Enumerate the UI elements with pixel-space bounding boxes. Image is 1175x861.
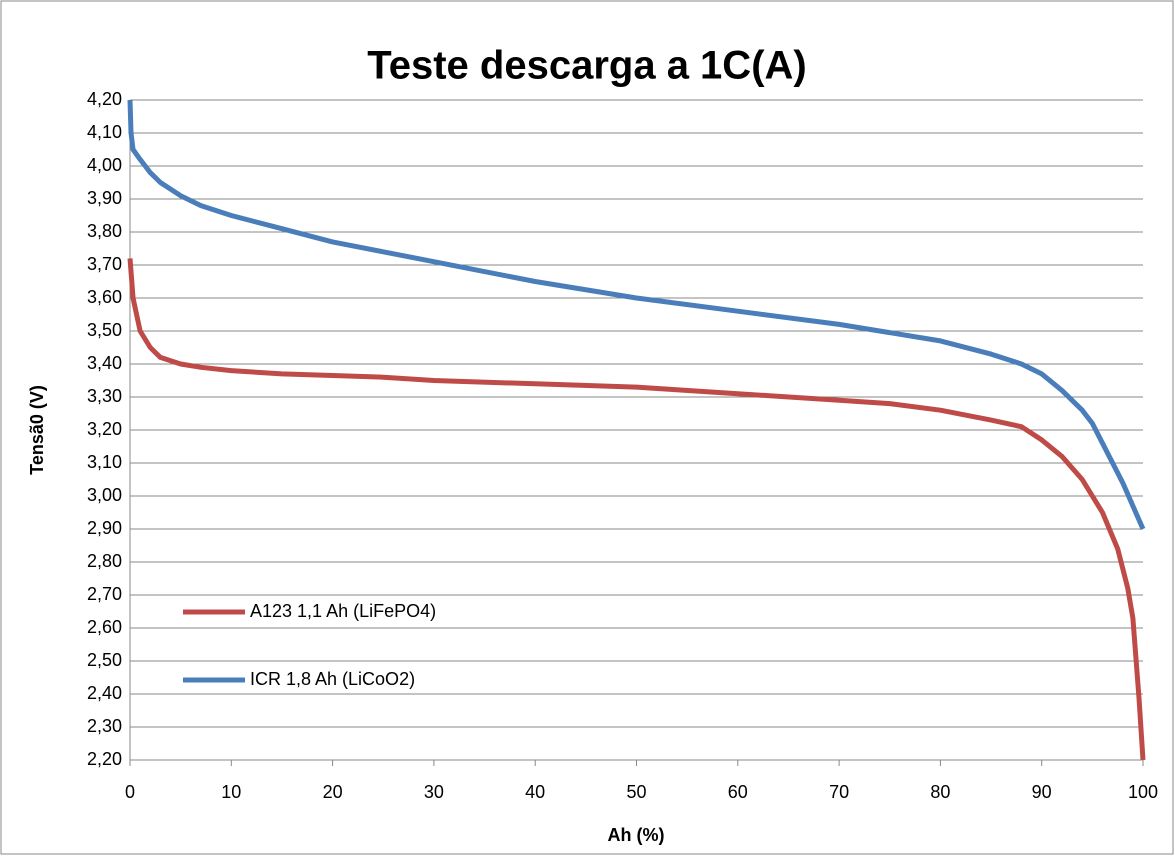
x-tick-label: 70: [829, 782, 849, 802]
y-tick-label: 3,90: [87, 188, 122, 208]
y-axis-label: Tensã0 (V): [27, 385, 47, 475]
x-axis-label: Ah (%): [608, 825, 665, 845]
y-tick-label: 2,70: [87, 584, 122, 604]
chart-title: Teste descarga a 1C(A): [367, 44, 806, 88]
x-tick-label: 30: [424, 782, 444, 802]
y-tick-label: 3,80: [87, 221, 122, 241]
legend-label: A123 1,1 Ah (LiFePO4): [250, 601, 436, 621]
y-tick-label: 2,40: [87, 683, 122, 703]
legend-label: ICR 1,8 Ah (LiCoO2): [250, 669, 415, 689]
y-tick-label: 2,30: [87, 716, 122, 736]
y-tick-label: 4,20: [87, 89, 122, 109]
line-series: [127, 258, 1146, 761]
y-tick-label: 4,10: [87, 122, 122, 142]
y-tick-label: 3,60: [87, 287, 122, 307]
y-tick-label: 2,50: [87, 650, 122, 670]
y-tick-label: 3,40: [87, 353, 122, 373]
y-tick-label: 3,00: [87, 485, 122, 505]
x-tick-label: 40: [525, 782, 545, 802]
y-tick-label: 2,80: [87, 551, 122, 571]
y-tick-label: 4,00: [87, 155, 122, 175]
x-tick-label: 50: [626, 782, 646, 802]
y-tick-label: 3,20: [87, 419, 122, 439]
y-tick-label: 3,70: [87, 254, 122, 274]
line-series: [127, 99, 1146, 531]
x-tick-label: 0: [125, 782, 135, 802]
x-tick-label: 60: [728, 782, 748, 802]
x-tick-label: 80: [930, 782, 950, 802]
y-tick-label: 3,10: [87, 452, 122, 472]
y-tick-label: 3,30: [87, 386, 122, 406]
x-tick-label: 90: [1032, 782, 1052, 802]
y-tick-label: 3,50: [87, 320, 122, 340]
x-tick-label: 20: [323, 782, 343, 802]
x-tick-label: 10: [221, 782, 241, 802]
y-tick-label: 2,20: [87, 749, 122, 769]
y-tick-label: 2,60: [87, 617, 122, 637]
y-tick-label: 2,90: [87, 518, 122, 538]
x-tick-label: 100: [1128, 782, 1158, 802]
